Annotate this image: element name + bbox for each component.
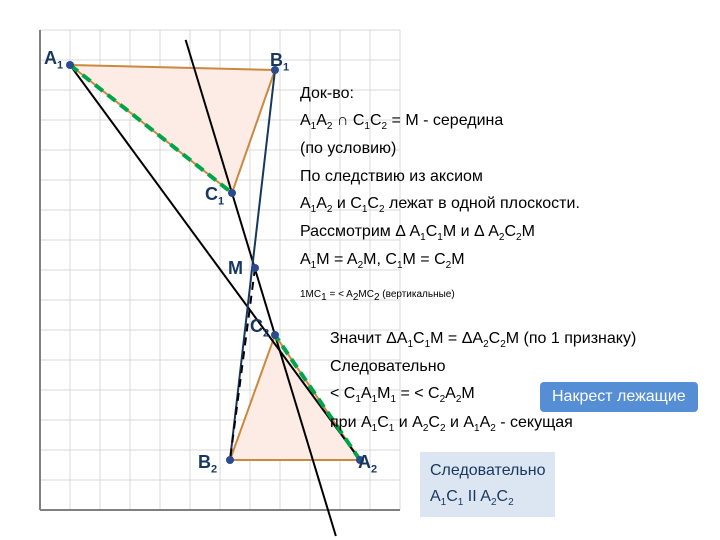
point-label-B2: B2 <box>198 452 217 476</box>
conclusion-box: СледовательноA1C1 II A2C2 <box>420 452 555 517</box>
point-label-A1: A1 <box>44 48 63 72</box>
badge-cross-lying: Накрест лежащие <box>540 382 698 412</box>
point-label-M: M <box>228 258 243 279</box>
proof-text-2: Значит ΔA1C1M = ΔA2C2M (по 1 признаку)Сл… <box>330 325 636 437</box>
point-label-B1: B1 <box>270 50 289 74</box>
point-label-C2: C2 <box>250 316 269 340</box>
point-label-A2: A2 <box>358 452 377 476</box>
proof-text-1: Док-во:A1A2 ∩ C1C2 = M - середина(по усл… <box>300 80 580 306</box>
diagram-slide: A1 B1 C1 M C2 B2 A2 Док-во:A1A2 ∩ C1C2 = M - се… <box>0 0 720 540</box>
point-label-C1: C1 <box>205 184 224 208</box>
